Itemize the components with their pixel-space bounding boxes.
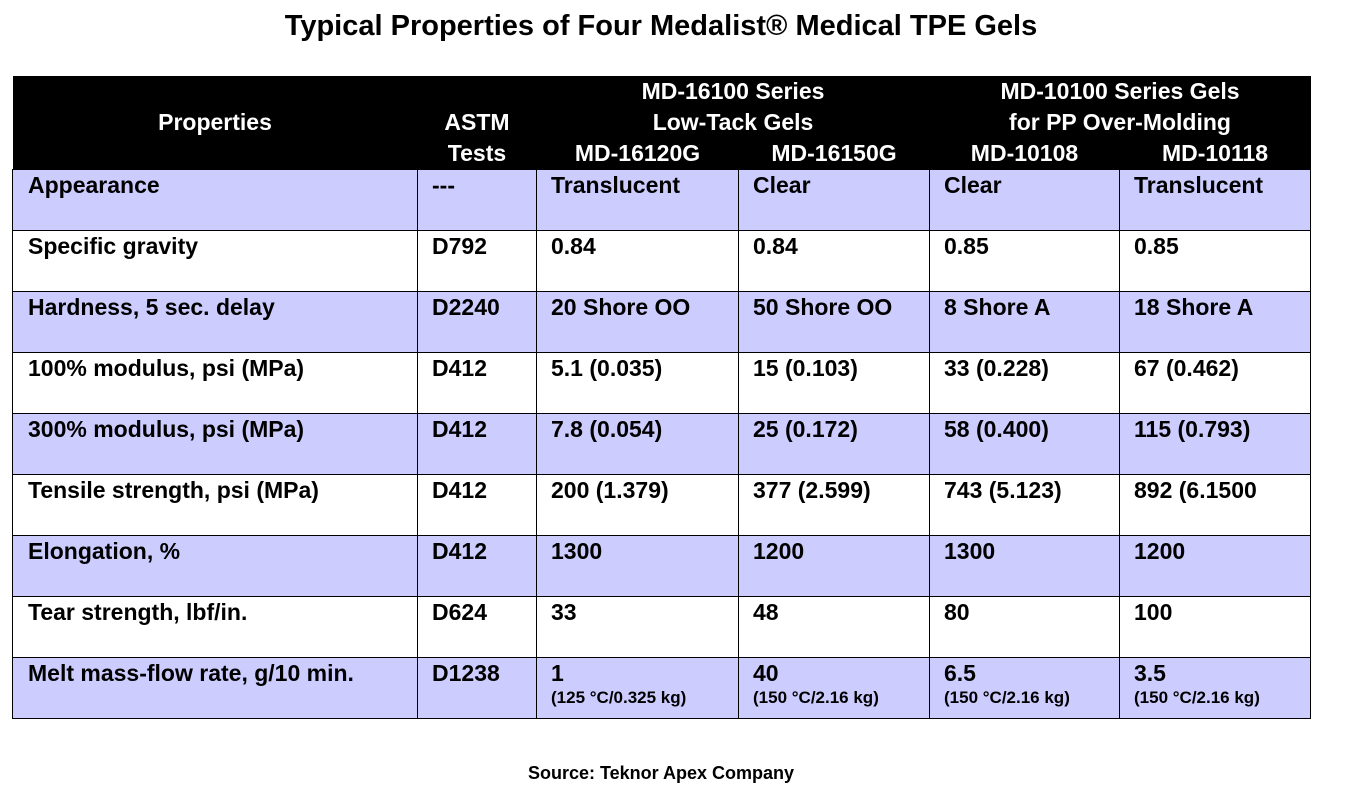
value-cell: 0.85	[929, 230, 1120, 292]
value-cell: 6.5 (150 °C/2.16 kg)	[929, 657, 1120, 719]
table-row: Specific gravity D792 0.84 0.84 0.85 0.85	[12, 230, 1311, 292]
value-cell: 1 (125 °C/0.325 kg)	[536, 657, 739, 719]
value-cell: 18 Shore A	[1119, 291, 1311, 353]
value-cell: 15 (0.103)	[738, 352, 930, 414]
value-cell: 25 (0.172)	[738, 413, 930, 475]
astm-test-cell: D412	[417, 413, 537, 475]
value-cell: 33	[536, 596, 739, 658]
value-cell: 1300	[536, 535, 739, 597]
value-cell: 5.1 (0.035)	[536, 352, 739, 414]
header-row-3: Tests MD-16120G MD-16150G MD-10108 MD-10…	[12, 138, 1311, 170]
table-row: Elongation, % D412 1300 1200 1300 1200	[12, 535, 1311, 597]
value-text: 3.5	[1134, 660, 1166, 686]
value-cell: 0.84	[738, 230, 930, 292]
value-cell: 50 Shore OO	[738, 291, 930, 353]
property-name-cell: Appearance	[12, 169, 418, 231]
property-name-cell: 100% modulus, psi (MPa)	[12, 352, 418, 414]
source-caption: Source: Teknor Apex Company	[527, 763, 795, 783]
test-condition-text: (150 °C/2.16 kg)	[1134, 688, 1260, 707]
property-name-cell: Hardness, 5 sec. delay	[12, 291, 418, 353]
value-cell: Translucent	[1119, 169, 1311, 231]
value-cell: 80	[929, 596, 1120, 658]
header-row-2: Properties ASTM Low-Tack Gels for PP Ove…	[12, 107, 1311, 138]
value-cell: Translucent	[536, 169, 739, 231]
header-properties: Properties	[12, 107, 418, 138]
value-cell: 743 (5.123)	[929, 474, 1120, 536]
value-text: 6.5	[944, 660, 976, 686]
value-cell: 40 (150 °C/2.16 kg)	[738, 657, 930, 719]
value-cell: 115 (0.793)	[1119, 413, 1311, 475]
table-row: Tensile strength, psi (MPa) D412 200 (1.37…	[12, 474, 1311, 536]
value-cell: 892 (6.1500	[1119, 474, 1311, 536]
value-cell: 33 (0.228)	[929, 352, 1120, 414]
header-product-1: MD-16120G	[536, 138, 739, 170]
header-group1-line2: Low-Tack Gels	[536, 107, 930, 138]
header-product-3: MD-10108	[929, 138, 1120, 170]
table-row: 100% modulus, psi (MPa) D412 5.1 (0.035) 15…	[12, 352, 1311, 414]
value-text: 40	[753, 660, 779, 686]
astm-test-cell: D792	[417, 230, 537, 292]
value-cell: 20 Shore OO	[536, 291, 739, 353]
value-cell: 100	[1119, 596, 1311, 658]
property-name-cell: Tensile strength, psi (MPa)	[12, 474, 418, 536]
property-name-cell: Melt mass-flow rate, g/10 min.	[12, 657, 418, 719]
value-cell: 377 (2.599)	[738, 474, 930, 536]
value-cell: 8 Shore A	[929, 291, 1120, 353]
test-condition-text: (125 °C/0.325 kg)	[551, 688, 687, 707]
value-cell: Clear	[738, 169, 930, 231]
header-astm-line1: ASTM	[417, 107, 537, 138]
value-cell: 67 (0.462)	[1119, 352, 1311, 414]
table-row: Tear strength, lbf/in. D624 33 48 80 100	[12, 596, 1311, 658]
header-group1-line1: MD-16100 Series	[536, 76, 930, 107]
header-row-1: MD-16100 Series MD-10100 Series Gels	[12, 76, 1311, 107]
astm-test-cell: ---	[417, 169, 537, 231]
header-product-2: MD-16150G	[738, 138, 930, 170]
header-astm-line2: Tests	[417, 138, 537, 170]
astm-test-cell: D412	[417, 352, 537, 414]
astm-test-cell: D2240	[417, 291, 537, 353]
value-text: 1	[551, 660, 564, 686]
value-cell: 58 (0.400)	[929, 413, 1120, 475]
page-title: Typical Properties of Four Medalist® Med…	[284, 10, 1038, 42]
test-condition-text: (150 °C/2.16 kg)	[753, 688, 879, 707]
astm-test-cell: D1238	[417, 657, 537, 719]
value-cell: 3.5 (150 °C/2.16 kg)	[1119, 657, 1311, 719]
table-row: 300% modulus, psi (MPa) D412 7.8 (0.054) 25…	[12, 413, 1311, 475]
astm-test-cell: D412	[417, 474, 537, 536]
value-cell: 1300	[929, 535, 1120, 597]
property-name-cell: 300% modulus, psi (MPa)	[12, 413, 418, 475]
astm-test-cell: D624	[417, 596, 537, 658]
value-cell: Clear	[929, 169, 1120, 231]
test-condition-text: (150 °C/2.16 kg)	[944, 688, 1070, 707]
value-cell: 200 (1.379)	[536, 474, 739, 536]
properties-table: MD-16100 Series MD-10100 Series Gels Pro…	[12, 76, 1311, 719]
value-cell: 1200	[1119, 535, 1311, 597]
header-group2-line2: for PP Over-Molding	[929, 107, 1311, 138]
header-group2-line1: MD-10100 Series Gels	[929, 76, 1311, 107]
value-cell: 48	[738, 596, 930, 658]
header-product-4: MD-10118	[1119, 138, 1311, 170]
table-row: Hardness, 5 sec. delay D2240 20 Shore OO 50…	[12, 291, 1311, 353]
property-name-cell: Tear strength, lbf/in.	[12, 596, 418, 658]
property-name-cell: Elongation, %	[12, 535, 418, 597]
table-row: Melt mass-flow rate, g/10 min. D1238 1 (125…	[12, 657, 1311, 719]
astm-test-cell: D412	[417, 535, 537, 597]
value-cell: 0.84	[536, 230, 739, 292]
table-body: Appearance --- Translucent Clear Clear Transl…	[12, 169, 1311, 719]
property-name-cell: Specific gravity	[12, 230, 418, 292]
table-row: Appearance --- Translucent Clear Clear Transl…	[12, 169, 1311, 231]
value-cell: 0.85	[1119, 230, 1311, 292]
value-cell: 1200	[738, 535, 930, 597]
value-cell: 7.8 (0.054)	[536, 413, 739, 475]
